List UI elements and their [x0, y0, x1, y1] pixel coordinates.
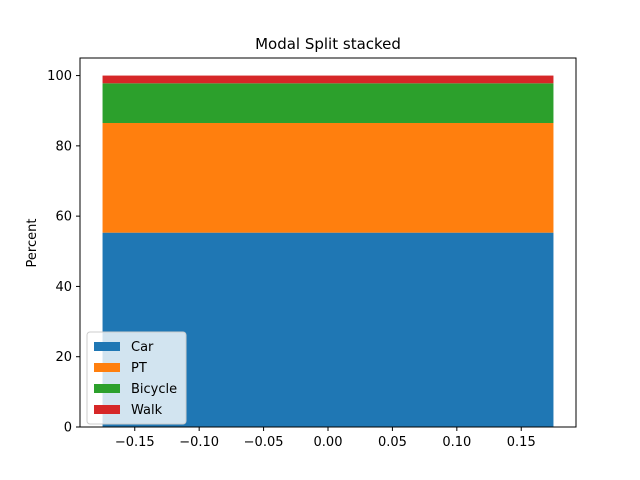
legend-swatch-pt [94, 363, 120, 372]
legend-label-car: Car [131, 340, 154, 355]
legend: Car PT Bicycle Walk [86, 331, 187, 425]
x-tick-label: −0.15 [115, 435, 155, 450]
x-tick-label: 0.15 [507, 435, 536, 450]
bar-segment-walk [102, 75, 554, 84]
x-tick-label: −0.10 [179, 435, 219, 450]
chart-title: Modal Split stacked [255, 35, 401, 53]
x-tick-label: 0.10 [442, 435, 471, 450]
y-tick-label: 0 [64, 421, 72, 436]
bar-segment-bicycle [102, 83, 554, 124]
x-tick-label: 0.05 [378, 435, 407, 450]
y-axis-label: Percent [25, 219, 40, 268]
y-tick-label: 40 [55, 280, 72, 295]
bar-stack [102, 75, 554, 427]
y-tick-label: 20 [55, 350, 72, 365]
y-tick-label: 100 [47, 69, 72, 84]
legend-box [86, 331, 187, 425]
x-tick-label: 0.00 [314, 435, 343, 450]
legend-label-pt: PT [131, 361, 147, 376]
legend-label-bicycle: Bicycle [131, 382, 177, 397]
legend-swatch-bicycle [94, 384, 120, 393]
x-axis: −0.15 −0.10 −0.05 0.00 0.05 0.10 0.15 [115, 427, 536, 450]
bar-segment-pt [102, 123, 554, 233]
y-axis: 0 20 40 60 80 100 [47, 69, 80, 436]
legend-swatch-walk [94, 405, 120, 414]
x-tick-label: −0.05 [244, 435, 284, 450]
legend-swatch-car [94, 342, 120, 351]
y-tick-label: 60 [55, 210, 72, 225]
legend-label-walk: Walk [131, 403, 163, 418]
y-tick-label: 80 [55, 139, 72, 154]
